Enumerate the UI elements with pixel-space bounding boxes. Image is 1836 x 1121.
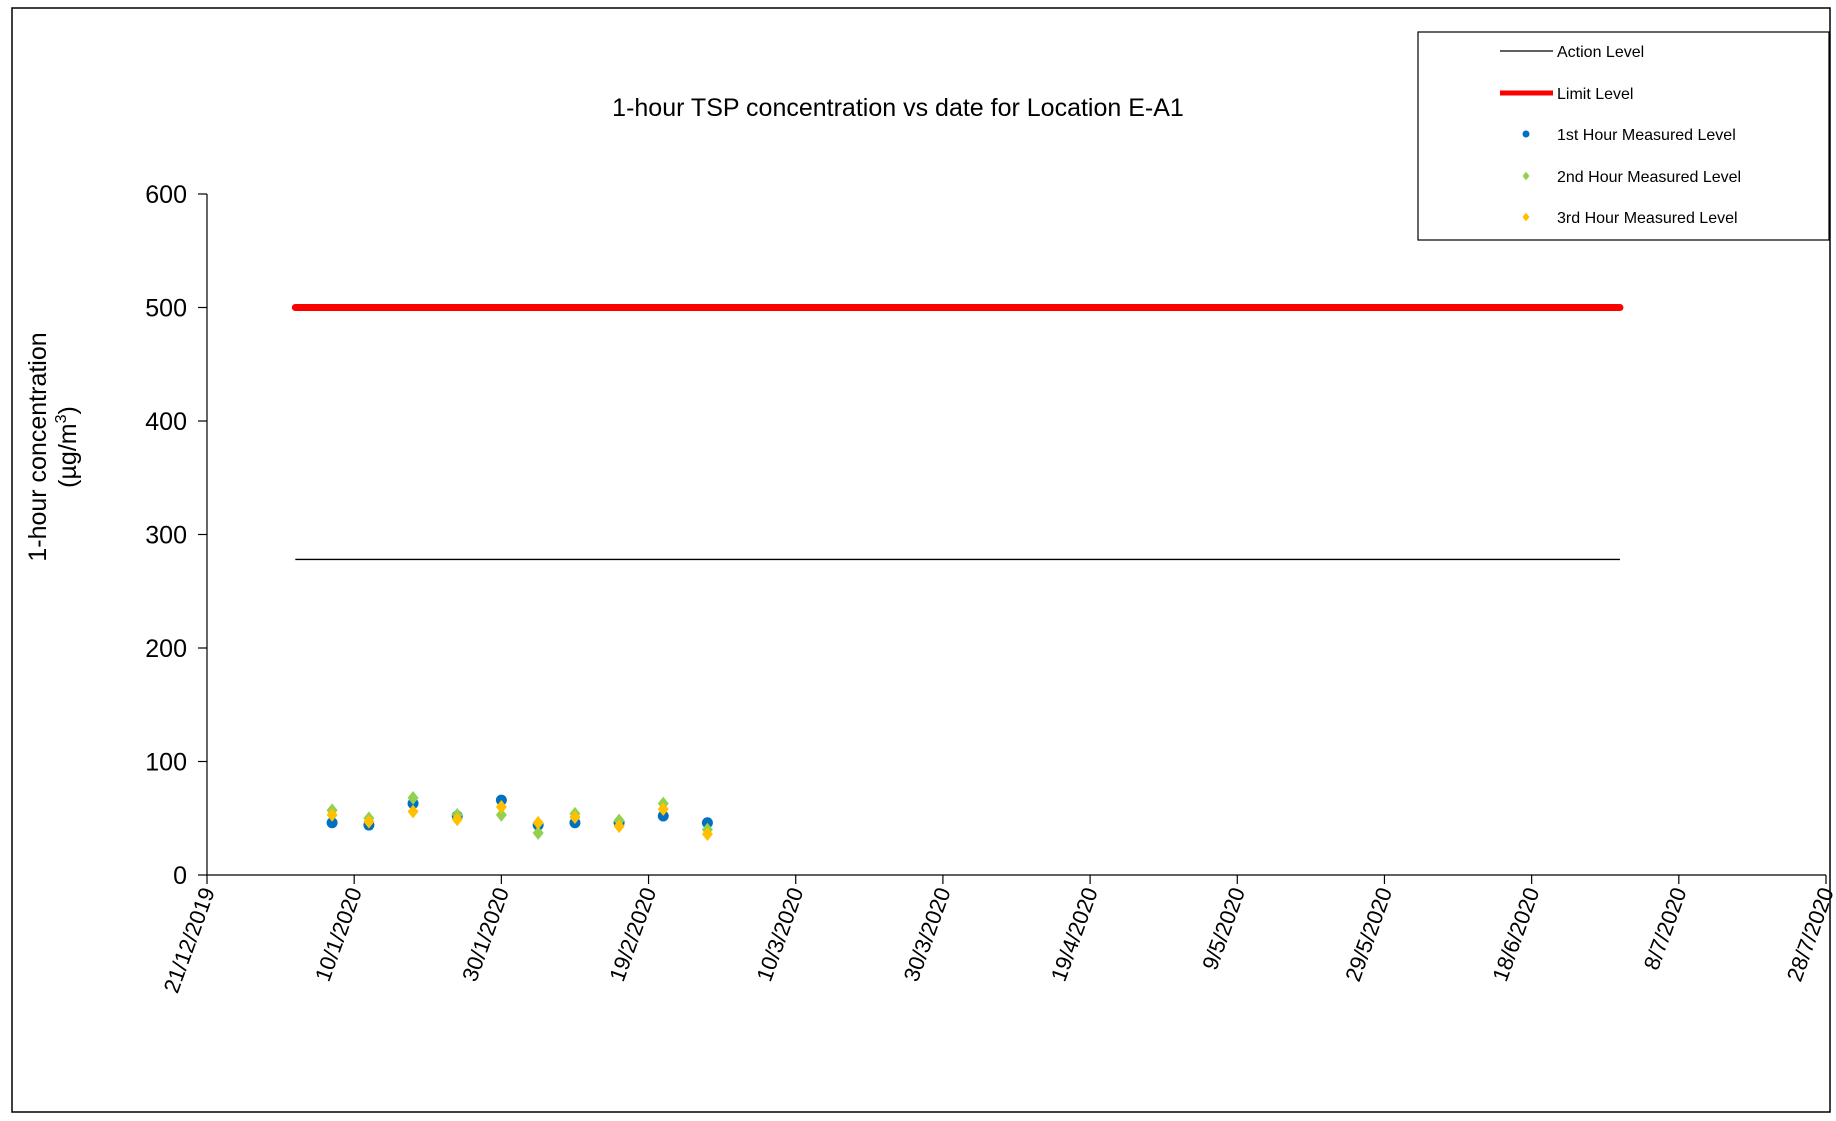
y-axis-unit-sup: 3 [53,414,70,423]
legend-label: 3rd Hour Measured Level [1557,210,1738,227]
data-point-s2 [532,826,544,840]
reference-lines [291,304,1624,561]
y-tick-label: 600 [145,181,187,209]
y-axis-label: 1-hour concentration [24,332,52,561]
legend-marker [1522,171,1530,181]
data-point-s3 [407,804,419,819]
data-points [326,790,713,842]
data-point-s2 [495,807,507,822]
data-point-s3 [495,800,507,814]
y-axis-unit-close: ) [54,406,82,414]
legend-label: Action Level [1557,44,1644,61]
data-point-s3 [326,807,338,822]
data-point-s3 [451,812,463,827]
y-axis-title: 1-hour concentration (µg/m3) [24,332,82,561]
legend-label: 1st Hour Measured Level [1557,127,1736,144]
y-tick-label: 300 [145,522,187,550]
data-point-s3 [613,819,625,834]
y-tick-label: 200 [145,635,187,663]
chart-title: 1-hour TSP concentration vs date for Loc… [612,94,1184,122]
y-tick-label: 0 [173,862,187,890]
y-tick-label: 400 [145,408,187,436]
legend-label: 2nd Hour Measured Level [1557,169,1741,186]
data-point-s3 [569,810,581,824]
data-point-s3 [701,827,713,842]
data-point-s2 [407,790,419,805]
y-tick-label: 500 [145,295,187,323]
y-axis-unit-main: (µg/m [54,423,82,487]
y-axis-unit: (µg/m3) [53,406,82,488]
data-point-s3 [532,815,544,830]
legend-marker [1522,212,1530,222]
y-tick-label: 100 [145,749,187,777]
legend-marker [1522,130,1530,138]
legend-box [1417,31,1830,241]
data-point-s1 [326,817,338,829]
legend-label: Limit Level [1557,86,1633,103]
legend: Action Level Limit Level 1st Hour Measured… [1417,31,1830,241]
data-point-s3 [657,802,669,817]
data-point-s3 [363,814,375,829]
